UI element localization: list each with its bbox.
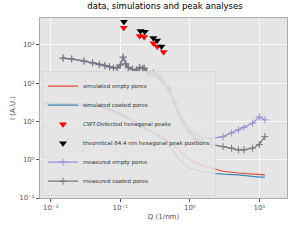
svg-text:measured coated pores: measured coated pores [83,178,148,185]
svg-text:10²: 10² [23,80,35,88]
svg-text:10¹: 10¹ [23,118,35,126]
svg-text:10⁻¹: 10⁻¹ [113,204,129,212]
svg-text:10¹: 10¹ [253,204,265,212]
svg-text:CWT-Detected hexagonal peaks: CWT-Detected hexagonal peaks [83,121,171,128]
svg-text:simulated coated pores: simulated coated pores [83,102,148,109]
svg-text:10⁰: 10⁰ [184,204,196,212]
svg-text:Q (1/nm): Q (1/nm) [148,213,180,221]
svg-text:data, simulations and peak ana: data, simulations and peak analyses [87,1,243,11]
svg-text:theoretical 64.4 nm hexagonal: theoretical 64.4 nm hexagonal peak posit… [83,140,209,147]
svg-text:10⁻²: 10⁻² [43,204,59,212]
svg-text:I (A.U.): I (A.U.) [9,96,17,120]
svg-text:10⁻¹: 10⁻¹ [19,194,35,202]
svg-text:10³: 10³ [23,41,35,49]
svg-text:10⁰: 10⁰ [23,156,35,164]
svg-text:simulated empty pores: simulated empty pores [83,83,147,90]
svg-text:measured empty pores: measured empty pores [83,159,147,166]
